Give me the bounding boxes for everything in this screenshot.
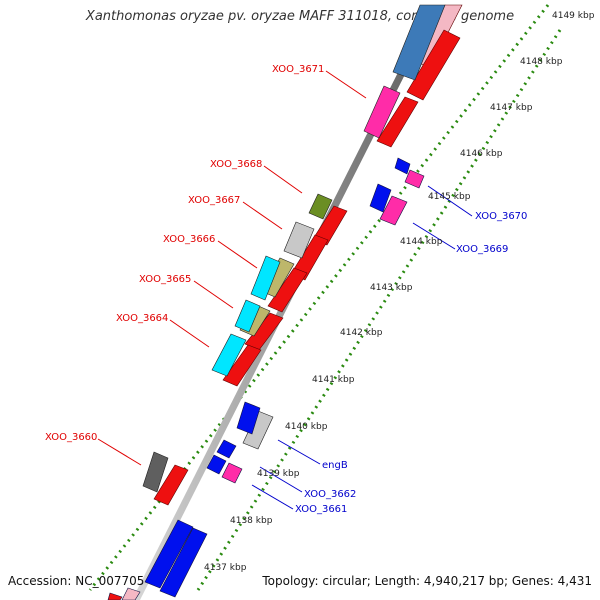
gene-blue-xoo-3662b	[206, 454, 227, 475]
gene-pink-bottom	[121, 587, 141, 600]
gene-red-xoo-3667	[290, 234, 329, 281]
tick-label: 4140 kbp	[285, 422, 328, 432]
tick-label: 4148 kbp	[520, 57, 563, 67]
gene-blue-4140a	[236, 401, 261, 435]
gene-red-bottom	[107, 592, 123, 600]
tick-label: 4141 kbp	[312, 375, 355, 385]
left-gene-labels: XOO_3671 XOO_3668 XOO_3667 XOO_3666 XOO_…	[45, 64, 324, 443]
gene-cyan-xoo-3665	[234, 299, 261, 333]
gene-label-xoo-3668[interactable]: XOO_3668	[210, 159, 262, 170]
tick-label: 4142 kbp	[340, 328, 383, 338]
outer-track-genes	[142, 4, 446, 493]
gene-label-xoo-3662[interactable]: XOO_3662	[304, 489, 356, 500]
tick-label: 4138 kbp	[230, 516, 273, 526]
tick-label: 4137 kbp	[204, 563, 247, 573]
gene-magenta-xoo-3661	[221, 462, 243, 484]
gene-label-xoo-3660[interactable]: XOO_3660	[45, 432, 97, 443]
gene-steelblue-4149	[392, 4, 446, 81]
outer-dotted-track	[88, 4, 550, 591]
accession-label: Accession: NC_007705	[8, 574, 145, 588]
gene-label-xoo-3667[interactable]: XOO_3667	[188, 195, 240, 206]
tick-label: 4145 kbp	[428, 192, 471, 202]
gene-label-xoo-3665[interactable]: XOO_3665	[139, 274, 191, 285]
gene-red-xoo-3660	[153, 464, 189, 506]
gene-gray-xoo-3667	[283, 221, 315, 259]
kbp-tick-labels: 4149 kbp 4148 kbp 4147 kbp 4146 kbp 4145…	[204, 11, 595, 573]
gene-label-xoo-3666[interactable]: XOO_3666	[163, 234, 215, 245]
gene-cyan-xoo-3664	[211, 333, 247, 377]
gene-blue-xoo-3662a	[216, 439, 237, 459]
tick-label: 4139 kbp	[257, 469, 300, 479]
gene-cyan-xoo-3666	[250, 255, 281, 301]
gene-blue-4137b	[159, 527, 208, 598]
gene-red-xoo-3671	[376, 96, 419, 148]
gene-label-xoo-3671[interactable]: XOO_3671	[272, 64, 324, 75]
right-gene-labels: XOO_3670 XOO_3669 engB XOO_3662 XOO_3661	[295, 211, 527, 515]
gene-label-xoo-3661[interactable]: XOO_3661	[295, 504, 347, 515]
gene-magenta-xoo-3670	[404, 169, 425, 189]
gene-blue-xoo-3669a	[369, 183, 392, 213]
gene-magenta-xoo-3671	[363, 85, 401, 139]
tick-label: 4149 kbp	[552, 11, 595, 21]
gene-label-xoo-3664[interactable]: XOO_3664	[116, 313, 168, 324]
leader-lines	[97, 70, 473, 510]
gene-olive-xoo-3668	[308, 193, 333, 220]
tick-label: 4146 kbp	[460, 149, 503, 159]
gene-label-engb[interactable]: engB	[322, 460, 348, 471]
genome-summary: Topology: circular; Length: 4,940,217 bp…	[262, 574, 592, 588]
tick-label: 4147 kbp	[490, 103, 533, 113]
gene-darkgray-xoo-3660	[142, 451, 169, 493]
gene-label-xoo-3670[interactable]: XOO_3670	[475, 211, 527, 222]
gene-red-xoo-3668	[312, 205, 348, 246]
tick-label: 4144 kbp	[400, 237, 443, 247]
gene-label-xoo-3669[interactable]: XOO_3669	[456, 244, 508, 255]
reverse-strand-genes	[107, 157, 425, 600]
gene-blue-xoo-3670a	[394, 157, 411, 175]
gene-blue-4137a	[144, 519, 194, 589]
tick-label: 4143 kbp	[370, 283, 413, 293]
gene-red-4148	[406, 29, 461, 101]
map-title: Xanthomonas oryzae pv. oryzae MAFF 31101…	[85, 9, 515, 24]
gene-magenta-xoo-3669	[379, 195, 408, 226]
